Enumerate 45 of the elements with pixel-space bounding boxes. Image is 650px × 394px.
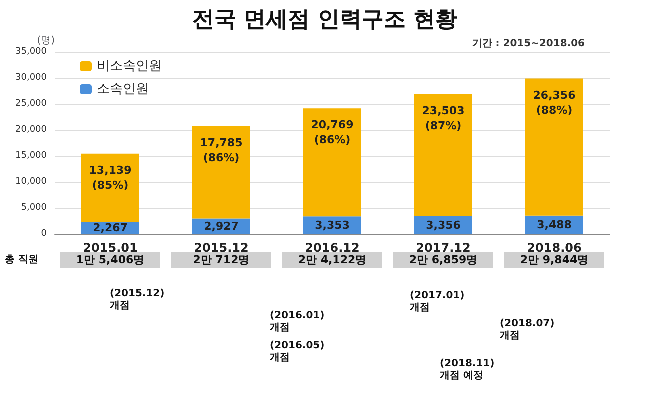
- x-tick-label: 2015.01: [83, 241, 138, 255]
- data-label: 2,267: [93, 222, 128, 235]
- x-tick-label: 2017.12: [416, 241, 471, 255]
- legend-label: 소속인원: [97, 82, 149, 97]
- data-label: 3,488: [537, 218, 572, 232]
- text: (2017.01) 개점: [410, 290, 465, 314]
- bar: [192, 126, 250, 219]
- x-tick-label: 2015.12: [194, 241, 249, 255]
- data-label: 20,769 (86%): [311, 118, 354, 147]
- bar: [82, 154, 140, 222]
- text: 총 직원: [5, 254, 38, 266]
- y-axis-title: (명): [37, 36, 56, 46]
- bar: [414, 94, 472, 217]
- total-label: 2만 4,122명: [298, 254, 367, 266]
- text: (2018.11) 개점 예정: [440, 358, 495, 382]
- data-label: 17,785 (86%): [200, 136, 243, 164]
- y-tick-label: 25,000: [16, 99, 48, 109]
- x-tick-label: 2018.06: [527, 241, 582, 255]
- bar: [526, 78, 584, 216]
- data-label: 3,353: [315, 218, 350, 232]
- chart-title: 전국 면세점 인력구조 현황: [192, 8, 458, 32]
- total-label: 1만 5,406명: [76, 254, 145, 266]
- text: (2016.01) 개점: [270, 310, 325, 334]
- data-label: 3,356: [426, 218, 462, 232]
- y-tick-label: 0: [41, 229, 48, 239]
- legend-label: 비소속인원: [97, 59, 162, 74]
- text: (2015.12) 개점: [110, 288, 165, 312]
- total-label: 2만 6,859명: [409, 254, 478, 266]
- y-tick-label: 10,000: [16, 177, 48, 187]
- chart-subtitle: 기간 : 2015~2018.06: [472, 38, 586, 50]
- y-tick-label: 30,000: [16, 73, 48, 83]
- data-label: 26,356 (88%): [533, 88, 576, 117]
- y-tick-label: 15,000: [16, 151, 48, 161]
- bar: [304, 108, 362, 217]
- total-label: 2만 9,844명: [520, 254, 589, 266]
- data-label: 13,139 (85%): [89, 164, 132, 192]
- total-label: 2만 712명: [193, 254, 250, 266]
- y-tick-label: 20,000: [16, 125, 48, 135]
- data-label: 2,927: [204, 220, 239, 233]
- y-tick-label: 5,000: [21, 203, 48, 213]
- text: (2018.07) 개점: [500, 318, 555, 342]
- y-tick-label: 35,000: [16, 47, 48, 57]
- x-tick-label: 2016.12: [305, 241, 360, 255]
- text: (2016.05) 개점: [270, 340, 325, 364]
- data-label: 23,503 (87%): [422, 104, 465, 132]
